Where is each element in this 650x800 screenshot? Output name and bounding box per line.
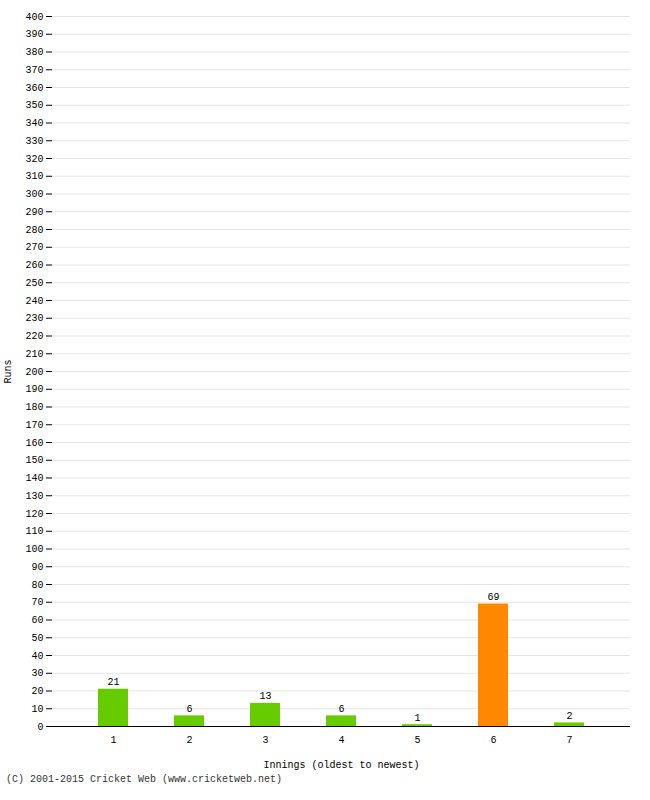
svg-text:290: 290 [25,207,43,218]
svg-text:230: 230 [25,313,43,324]
svg-text:300: 300 [25,189,43,200]
svg-text:170: 170 [25,420,43,431]
svg-text:250: 250 [25,278,43,289]
svg-text:380: 380 [25,47,43,58]
svg-text:2: 2 [186,735,192,746]
svg-text:80: 80 [31,580,43,591]
svg-text:0: 0 [37,722,43,733]
svg-text:190: 190 [25,384,43,395]
svg-text:370: 370 [25,65,43,76]
svg-text:310: 310 [25,171,43,182]
svg-text:340: 340 [25,118,43,129]
svg-text:Innings (oldest to newest): Innings (oldest to newest) [263,760,419,771]
svg-text:330: 330 [25,136,43,147]
svg-text:70: 70 [31,597,43,608]
svg-text:400: 400 [25,12,43,23]
svg-text:30: 30 [31,668,43,679]
svg-text:160: 160 [25,438,43,449]
svg-text:60: 60 [31,615,43,626]
svg-text:10: 10 [31,704,43,715]
svg-text:13: 13 [259,691,271,702]
svg-text:270: 270 [25,242,43,253]
svg-text:20: 20 [31,686,43,697]
svg-text:Runs: Runs [3,359,14,383]
html-text:(C) 2001-2015 Cricket Web (www: (C) 2001-2015 Cricket Web (www.cricketwe… [6,774,282,785]
svg-text:100: 100 [25,544,43,555]
svg-text:50: 50 [31,633,43,644]
svg-text:1: 1 [110,735,116,746]
svg-text:40: 40 [31,651,43,662]
svg-text:260: 260 [25,260,43,271]
svg-text:2: 2 [566,711,572,722]
svg-text:130: 130 [25,491,43,502]
svg-text:240: 240 [25,296,43,307]
svg-text:360: 360 [25,83,43,94]
svg-text:6: 6 [490,735,496,746]
svg-text:280: 280 [25,225,43,236]
svg-text:150: 150 [25,455,43,466]
svg-text:6: 6 [338,704,344,715]
svg-text:6: 6 [186,704,192,715]
svg-text:390: 390 [25,29,43,40]
svg-text:120: 120 [25,509,43,520]
svg-text:69: 69 [487,592,499,603]
svg-text:180: 180 [25,402,43,413]
svg-text:210: 210 [25,349,43,360]
svg-text:220: 220 [25,331,43,342]
svg-text:4: 4 [338,735,344,746]
svg-text:3: 3 [262,735,268,746]
svg-text:140: 140 [25,473,43,484]
svg-text:7: 7 [566,735,572,746]
svg-text:200: 200 [25,367,43,378]
svg-text:1: 1 [414,713,420,724]
svg-text:5: 5 [414,735,420,746]
svg-text:110: 110 [25,526,43,537]
svg-text:90: 90 [31,562,43,573]
svg-text:350: 350 [25,100,43,111]
svg-text:320: 320 [25,154,43,165]
svg-text:21: 21 [107,677,119,688]
